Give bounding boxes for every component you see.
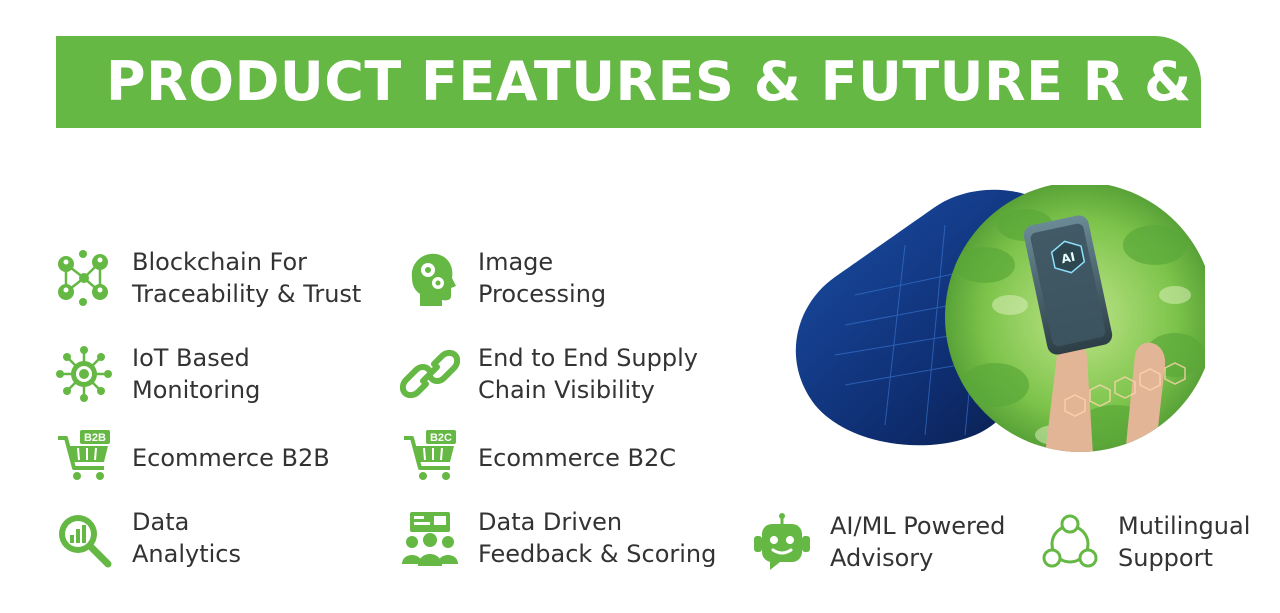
magnifier-chart-icon xyxy=(54,508,114,568)
feature-label-line2: Monitoring xyxy=(132,376,261,404)
feature-label-line2: Advisory xyxy=(830,544,934,572)
feature-label-line1: Mutilingual xyxy=(1118,512,1251,540)
feature-label-line2: Analytics xyxy=(132,540,241,568)
feature-iot-monitoring: IoT Based Monitoring xyxy=(54,342,260,406)
feature-ecommerce-b2c: B2C Ecommerce B2C xyxy=(400,428,676,488)
feature-label-line1: IoT Based xyxy=(132,344,250,372)
blockchain-network-icon xyxy=(54,248,114,308)
b2c-badge: B2C xyxy=(430,432,452,444)
robot-icon xyxy=(752,512,812,572)
feature-label-line1: Ecommerce B2B xyxy=(132,444,330,472)
feature-label-line2: Processing xyxy=(478,280,607,308)
feature-blockchain: Blockchain For Traceability & Trust xyxy=(54,246,361,310)
feature-label-line2: Traceability & Trust xyxy=(132,280,362,308)
feature-label-line2: Support xyxy=(1118,544,1213,572)
feature-aiml-advisory: AI/ML Powered Advisory xyxy=(752,510,1005,574)
people-circle-icon xyxy=(1040,512,1100,572)
feature-label-line1: AI/ML Powered xyxy=(830,512,1006,540)
feature-feedback-scoring: Data Driven Feedback & Scoring xyxy=(400,506,716,570)
cart-b2b-icon: B2B xyxy=(54,428,114,488)
page-title: PRODUCT FEATURES & FUTURE R & D xyxy=(106,50,1257,113)
feature-label-line2: Feedback & Scoring xyxy=(478,540,717,568)
feature-image-processing: Image Processing xyxy=(400,246,606,310)
ai-farming-photo: AI xyxy=(795,182,1215,455)
team-scoring-icon xyxy=(400,508,460,568)
feature-ecommerce-b2b: B2B Ecommerce B2B xyxy=(54,428,330,488)
feature-label-line1: Data Driven xyxy=(478,508,623,536)
feature-data-analytics: Data Analytics xyxy=(54,506,241,570)
iot-hub-icon xyxy=(54,344,114,404)
feature-label-line2: Chain Visibility xyxy=(478,376,655,404)
feature-label-line1: Ecommerce B2C xyxy=(478,444,676,472)
feature-supply-chain: End to End Supply Chain Visibility xyxy=(400,342,698,406)
feature-multilingual-support: Mutilingual Support xyxy=(1040,510,1250,574)
chain-link-icon xyxy=(400,344,460,404)
title-banner: PRODUCT FEATURES & FUTURE R & D xyxy=(56,36,1256,128)
feature-label-line1: Blockchain For xyxy=(132,248,308,276)
feature-label-line1: Data xyxy=(132,508,190,536)
head-gears-icon xyxy=(400,248,460,308)
phone-ai-label: AI xyxy=(1060,250,1076,267)
b2b-badge: B2B xyxy=(84,432,106,444)
feature-label-line1: Image xyxy=(478,248,554,276)
feature-label-line1: End to End Supply xyxy=(478,344,698,372)
cart-b2c-icon: B2C xyxy=(400,428,460,488)
